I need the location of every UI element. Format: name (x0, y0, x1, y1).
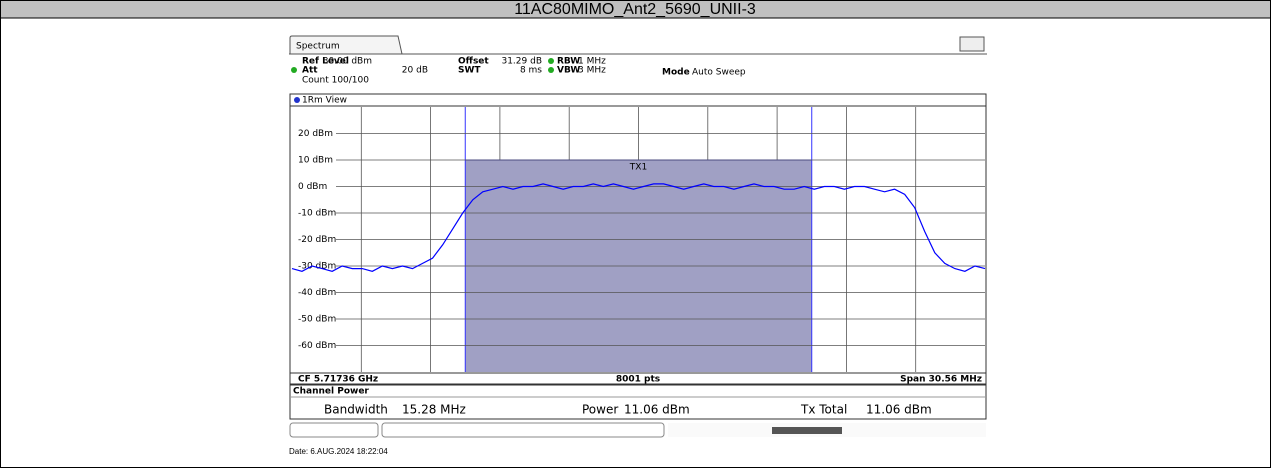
tab (289, 35, 403, 55)
view-label: 1Rm View (302, 96, 347, 106)
indicator (548, 58, 554, 64)
points: 8001 pts (616, 375, 660, 385)
cp-value: 11.06 dBm (866, 403, 932, 417)
y-tick-label: 10 dBm (298, 156, 333, 166)
y-tick-label: 0 dBm (298, 182, 327, 192)
y-tick-label: 20 dBm (298, 129, 333, 139)
setting-label: Mode (662, 68, 690, 78)
span: Span 30.56 MHz (900, 375, 982, 385)
channel-label: TX1 (629, 163, 647, 173)
status-box (381, 422, 665, 438)
cp-title: Channel Power (293, 387, 369, 397)
y-tick-label: -20 dBm (298, 235, 336, 245)
setting-value: 1 MHz (578, 57, 606, 67)
status-bar (772, 427, 842, 434)
setting-value: Auto Sweep (692, 68, 746, 78)
setting-value: 30.00 dBm (323, 57, 372, 67)
cp-value: 11.06 dBm (624, 403, 690, 417)
header-title: 11AC80MIMO_Ant2_5690_UNII-3 (514, 1, 756, 18)
plot: TX1 20 dBm 10 dBm 0 dBm -10 dBm -20 dBm -30 dB… (291, 107, 986, 372)
trace-indicator (294, 97, 300, 103)
y-tick-label: -10 dBm (298, 209, 336, 219)
cp-label: Power (582, 403, 618, 417)
y-tick-label: -40 dBm (298, 288, 336, 298)
y-tick-label: -50 dBm (298, 315, 336, 325)
trace (291, 183, 986, 272)
setting-label: VBW (557, 66, 580, 76)
status-box (289, 422, 379, 438)
setting-value: 31.29 dB (501, 57, 542, 67)
cp-value: 15.28 MHz (402, 403, 466, 417)
setting-label: Att (302, 66, 318, 76)
cp-label: Bandwidth (324, 403, 388, 417)
setting-value: 8 ms (520, 66, 542, 76)
indicator (291, 67, 297, 73)
cp-frame (289, 384, 987, 420)
header-bar (0, 0, 1271, 18)
setting-label: RBW (557, 57, 580, 67)
y-tick-label: -30 dBm (298, 262, 336, 272)
setting-value: 3 MHz (578, 66, 606, 76)
setting-label: Ref Level (302, 57, 349, 67)
cp-label: Tx Total (800, 403, 847, 417)
cf: CF 5.71736 GHz (298, 375, 378, 385)
setting-label: Offset (458, 57, 489, 67)
count: Count 100/100 (302, 76, 369, 86)
indicator (548, 67, 554, 73)
icon (959, 36, 985, 52)
setting-label: SWT (458, 66, 481, 76)
plot-frame (289, 93, 987, 385)
y-tick-label: -60 dBm (298, 341, 336, 351)
setting-value: 20 dB (402, 66, 428, 76)
date: Date: 6.AUG.2024 18:22:04 (289, 447, 388, 456)
tab-label: Spectrum (296, 42, 340, 52)
